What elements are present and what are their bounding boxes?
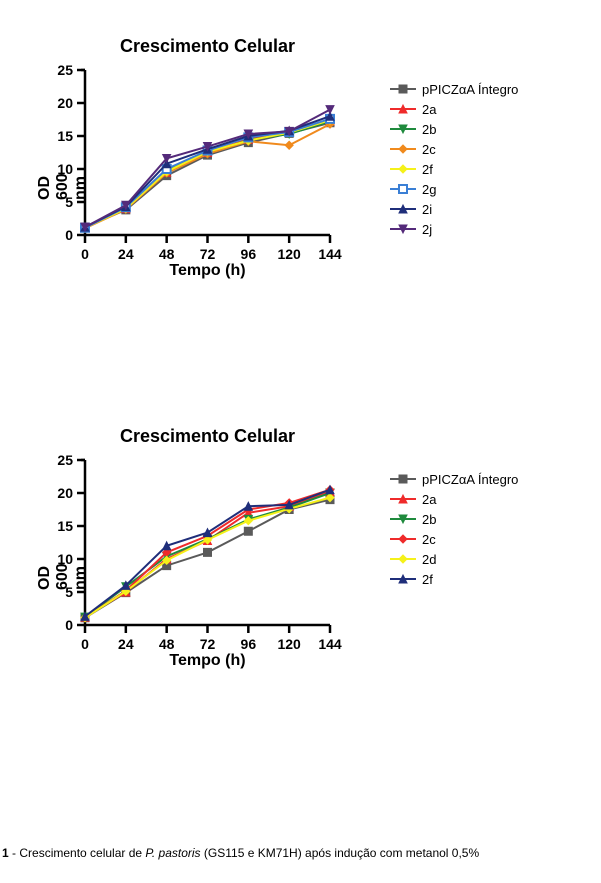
- legend-label: 2b: [422, 512, 436, 527]
- page-root: { "page": { "width": 601, "height": 883,…: [0, 0, 601, 883]
- svg-text:144: 144: [318, 636, 342, 652]
- svg-text:25: 25: [57, 452, 73, 468]
- legend-marker-icon: [390, 472, 416, 486]
- svg-text:120: 120: [277, 636, 301, 652]
- legend-label: 2a: [422, 492, 436, 507]
- chart2-plot: 0 5 10 15 20 25 0 24 48 72 96 120 144: [0, 0, 601, 700]
- svg-text:96: 96: [241, 636, 257, 652]
- svg-text:72: 72: [200, 636, 216, 652]
- legend-marker-icon: [390, 552, 416, 566]
- figure-caption: 1 - Crescimento celular de P. pastoris (…: [2, 846, 479, 860]
- legend-label: 2d: [422, 552, 436, 567]
- legend-item: 2a: [390, 490, 518, 508]
- legend-marker-icon: [390, 492, 416, 506]
- legend-item: pPICZαA Íntegro: [390, 470, 518, 488]
- legend-marker-icon: [390, 532, 416, 546]
- legend-item: 2d: [390, 550, 518, 568]
- legend-item: 2f: [390, 570, 518, 588]
- svg-text:48: 48: [159, 636, 175, 652]
- svg-text:15: 15: [57, 518, 73, 534]
- legend-item: 2c: [390, 530, 518, 548]
- svg-text:24: 24: [118, 636, 134, 652]
- svg-text:0: 0: [65, 617, 73, 633]
- legend-marker-icon: [390, 512, 416, 526]
- svg-text:0: 0: [81, 636, 89, 652]
- legend-label: 2f: [422, 572, 433, 587]
- svg-text:20: 20: [57, 485, 73, 501]
- legend-label: 2c: [422, 532, 436, 547]
- legend-item: 2b: [390, 510, 518, 528]
- chart2-legend: pPICZαA Íntegro 2a 2b 2c 2d 2f: [390, 470, 518, 590]
- svg-text:10: 10: [57, 551, 73, 567]
- svg-text:5: 5: [65, 584, 73, 600]
- legend-marker-icon: [390, 572, 416, 586]
- legend-label: pPICZαA Íntegro: [422, 472, 518, 487]
